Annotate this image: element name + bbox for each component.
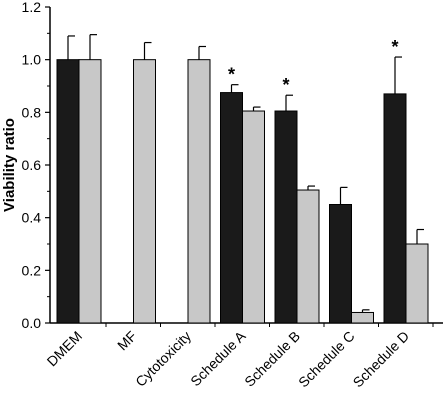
y-tick-label: 0.4 [22, 210, 42, 226]
category-label: Schedule B [241, 328, 303, 390]
bar-dark [56, 59, 80, 324]
category-label: DMEM [44, 328, 86, 370]
y-tick-label: 0.8 [22, 104, 42, 120]
bar-light [242, 110, 265, 324]
bar-light [187, 59, 211, 324]
bars [56, 34, 429, 324]
y-tick-label: 1.2 [22, 0, 42, 15]
bar-dark [274, 110, 298, 324]
significance-star: * [282, 75, 289, 95]
y-tick-label: 1.0 [22, 52, 42, 68]
y-tick-label: 0.2 [22, 262, 42, 278]
y-axis-title: Viability ratio [1, 118, 18, 212]
bar-dark [383, 93, 407, 324]
category-label: Schedule C [295, 328, 358, 391]
y-tick-label: 0.6 [22, 157, 42, 173]
bar-light [405, 243, 429, 324]
y-tick-label: 0.0 [22, 315, 42, 331]
bar-light [296, 189, 320, 324]
category-label: Schedule D [350, 328, 413, 391]
category-label: Cytotoxicity [132, 328, 194, 390]
bar-dark [220, 92, 243, 324]
category-label: MF [114, 328, 140, 354]
axes: 0.0 0.2 0.4 0.6 0.8 1.0 1.2 Viability ratio [1, 0, 443, 331]
bar-light [351, 311, 374, 324]
bar-dark [329, 204, 352, 324]
significance-star: * [391, 37, 398, 57]
bar-light [133, 59, 156, 324]
bar-light [78, 59, 102, 324]
category-label: Schedule A [187, 327, 249, 389]
significance-star: * [228, 65, 235, 85]
